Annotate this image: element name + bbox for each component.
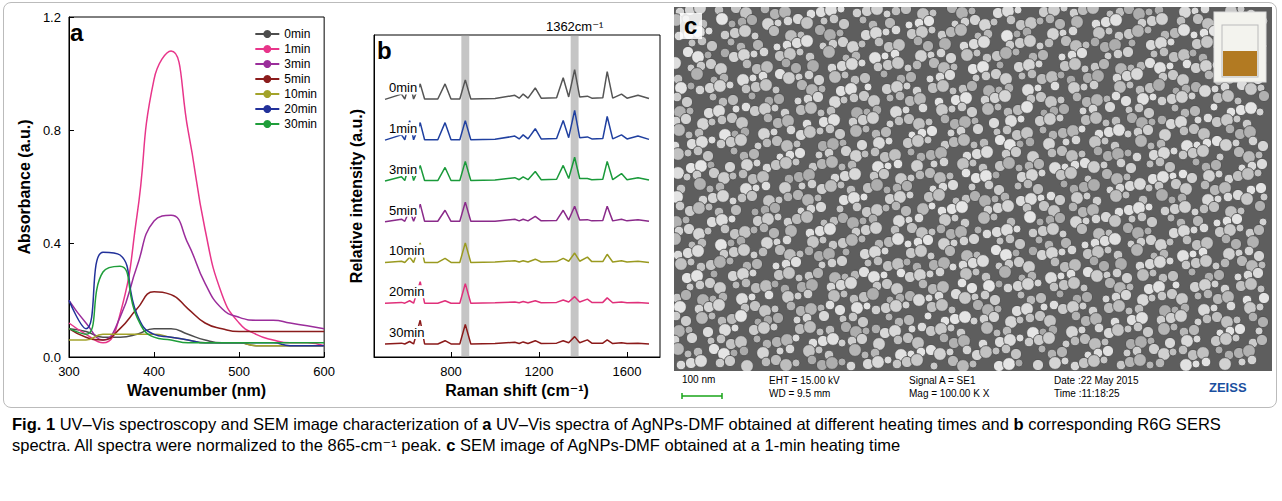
svg-text:Time :11:18:25: Time :11:18:25 — [1054, 388, 1120, 399]
svg-text:Relative intensity (a.u.): Relative intensity (a.u.) — [348, 109, 365, 283]
svg-text:1min: 1min — [389, 121, 417, 136]
svg-text:Raman shift (cm⁻¹): Raman shift (cm⁻¹) — [445, 382, 589, 399]
svg-text:600: 600 — [313, 364, 335, 379]
svg-text:20min: 20min — [284, 102, 317, 116]
svg-text:3min: 3min — [389, 162, 417, 177]
svg-text:300: 300 — [58, 364, 80, 379]
svg-text:Absorbance (a.u.): Absorbance (a.u.) — [16, 119, 33, 254]
svg-text:1min: 1min — [284, 42, 310, 56]
svg-text:0.0: 0.0 — [43, 350, 61, 365]
svg-text:1200: 1200 — [525, 364, 554, 379]
svg-text:c: c — [684, 12, 697, 39]
svg-text:1362cm⁻¹: 1362cm⁻¹ — [546, 19, 604, 34]
svg-text:a: a — [70, 19, 84, 46]
svg-text:0min: 0min — [389, 80, 417, 95]
svg-text:10min: 10min — [389, 243, 424, 258]
svg-text:Date :22 May 2015: Date :22 May 2015 — [1054, 375, 1139, 386]
svg-text:30min: 30min — [284, 117, 317, 131]
svg-text:30min: 30min — [389, 325, 424, 340]
svg-text:Mag = 100.00 K X: Mag = 100.00 K X — [909, 388, 990, 399]
svg-text:500: 500 — [228, 364, 250, 379]
svg-text:800: 800 — [440, 364, 462, 379]
svg-text:EHT = 15.00 kV: EHT = 15.00 kV — [769, 375, 840, 386]
svg-text:5min: 5min — [284, 72, 310, 86]
svg-text:20min: 20min — [389, 284, 424, 299]
svg-text:WD = 9.5 mm: WD = 9.5 mm — [769, 388, 830, 399]
svg-text:0.4: 0.4 — [43, 236, 61, 251]
svg-text:ZEISS: ZEISS — [1209, 380, 1247, 395]
svg-text:Signal A = SE1: Signal A = SE1 — [909, 375, 976, 386]
svg-text:5min: 5min — [389, 203, 417, 218]
svg-text:1600: 1600 — [613, 364, 642, 379]
svg-text:400: 400 — [143, 364, 165, 379]
svg-text:Wavenumber (nm): Wavenumber (nm) — [127, 382, 266, 399]
svg-text:b: b — [377, 37, 392, 64]
svg-text:3min: 3min — [284, 57, 310, 71]
svg-text:0min: 0min — [284, 27, 310, 41]
svg-text:10min: 10min — [284, 87, 317, 101]
svg-text:0.8: 0.8 — [43, 123, 61, 138]
html-text:Fig. 1 UV–Vis spectroscopy and: Fig. 1 UV–Vis spectroscopy and SEM image… — [12, 415, 1226, 454]
svg-text:100 nm: 100 nm — [682, 374, 715, 385]
svg-text:1.2: 1.2 — [43, 10, 61, 25]
